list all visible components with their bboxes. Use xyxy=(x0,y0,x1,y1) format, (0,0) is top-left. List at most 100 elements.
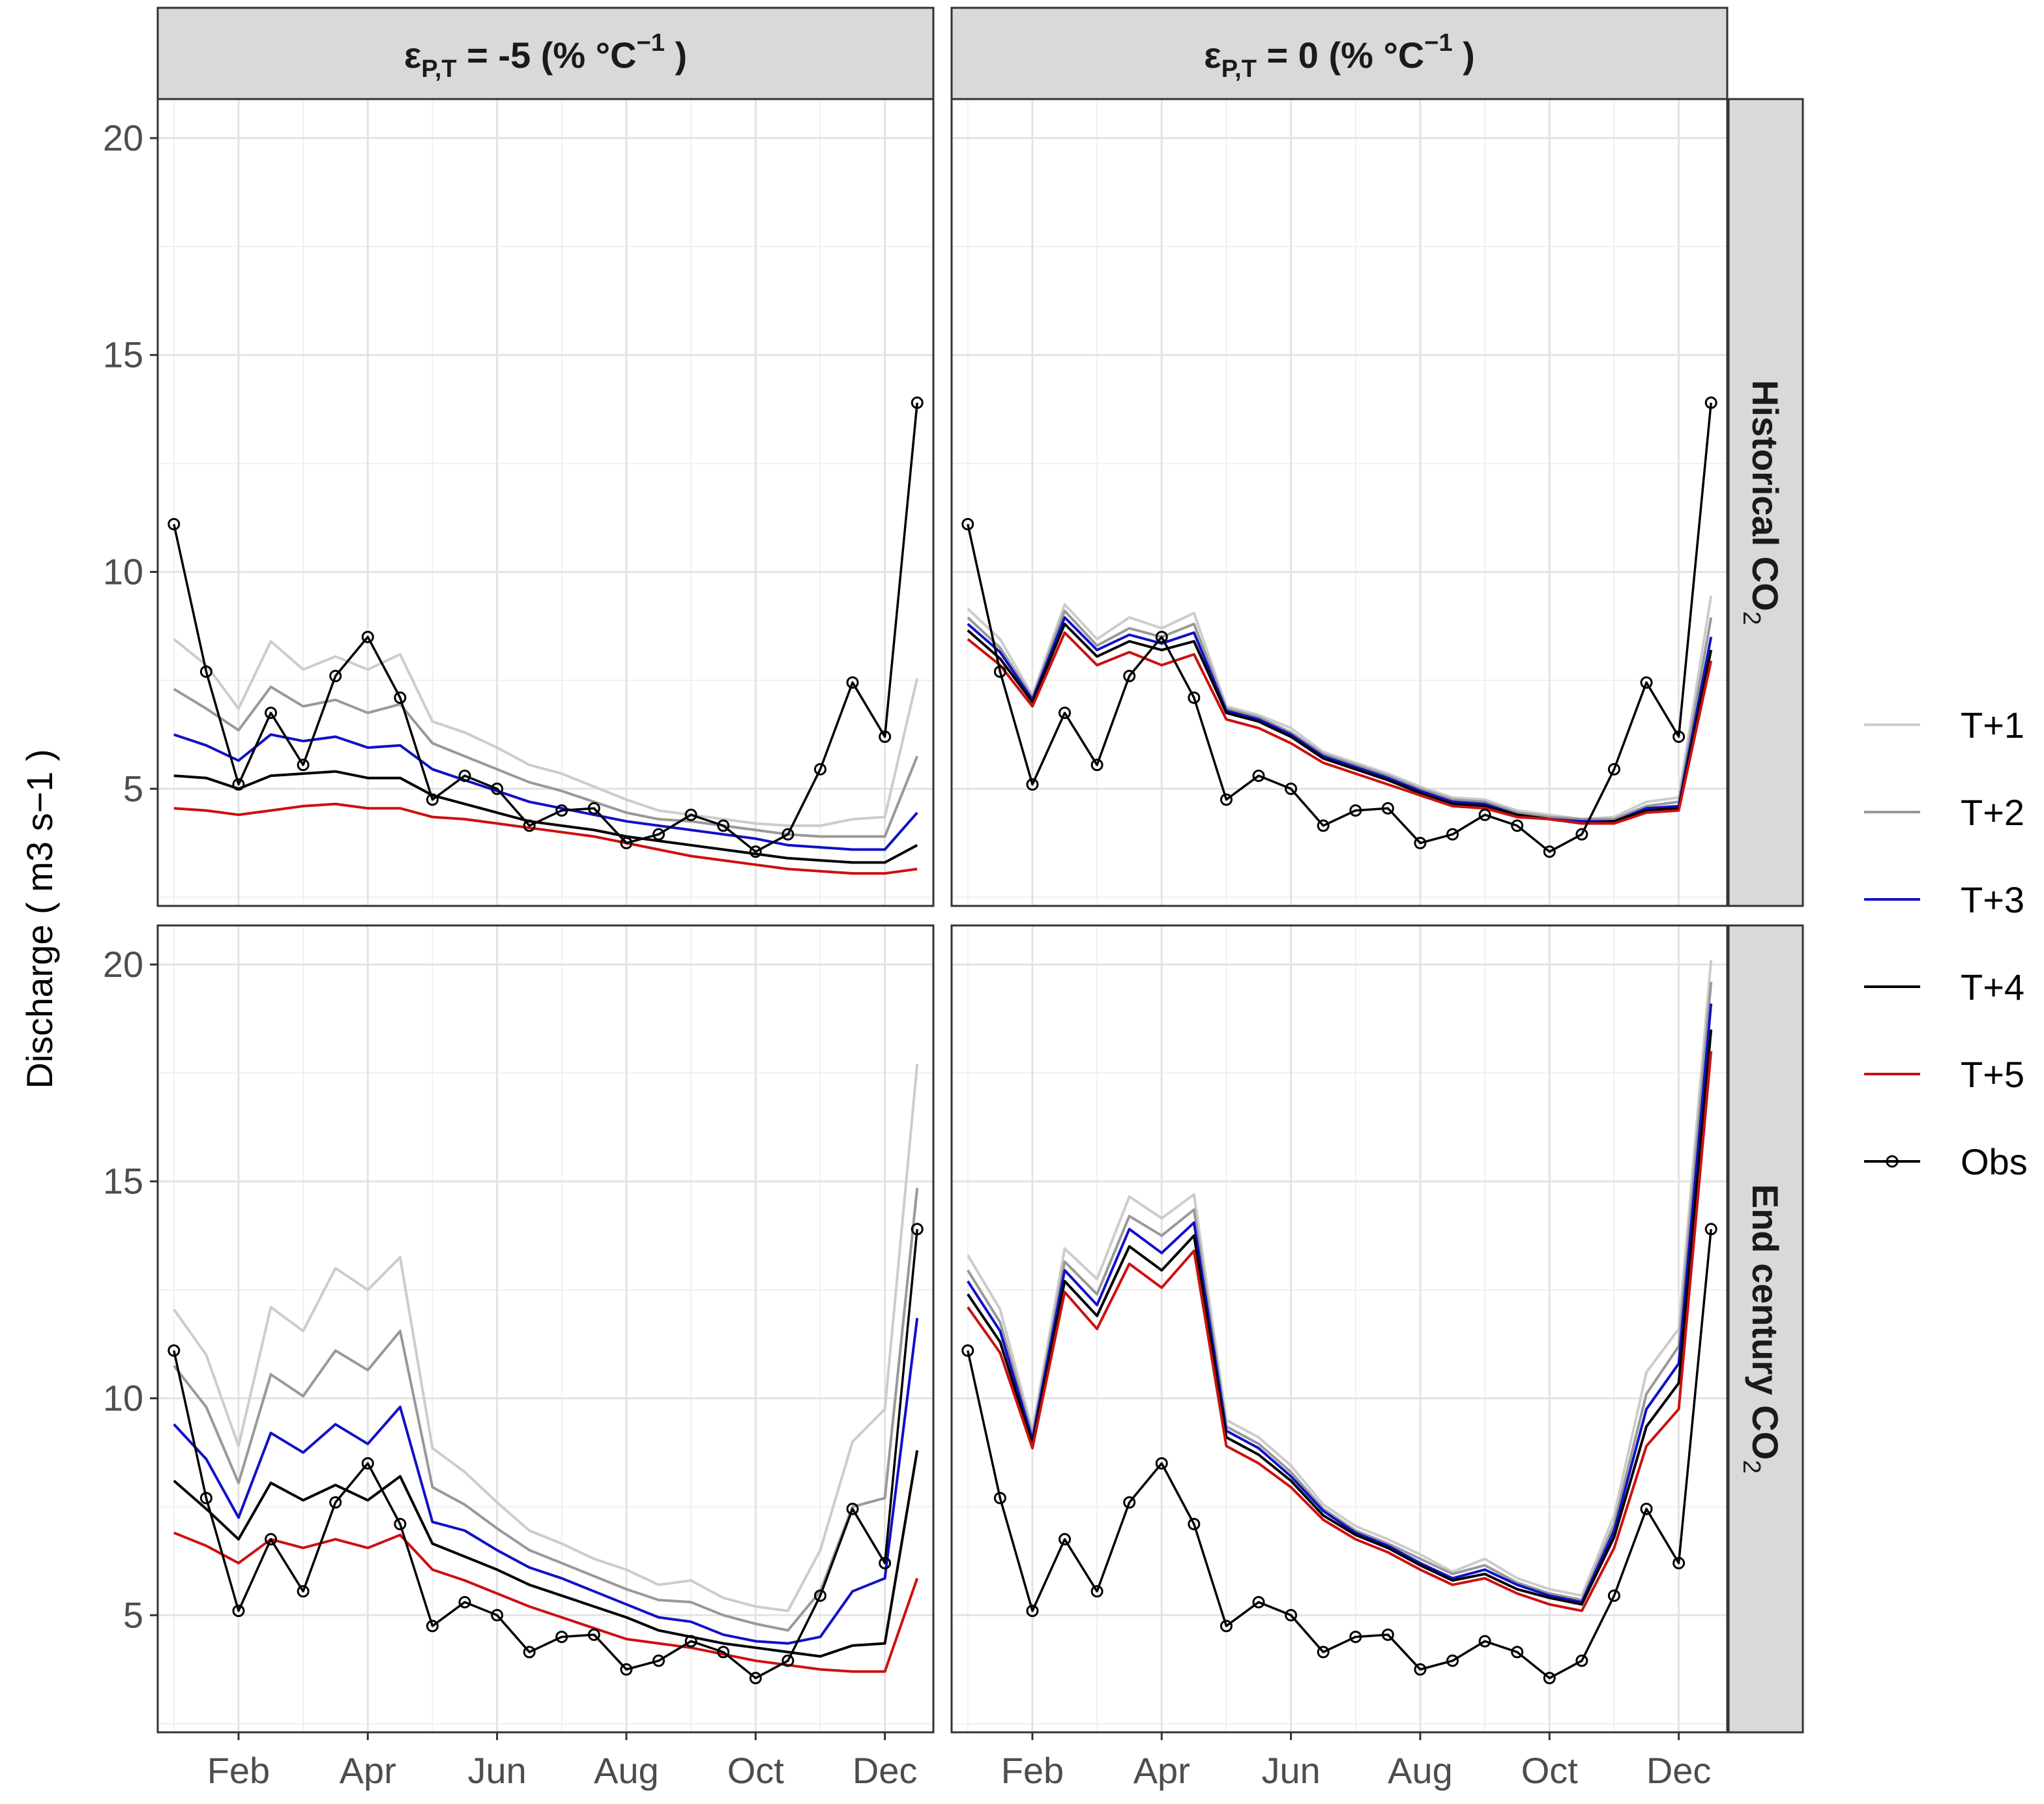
obs-point xyxy=(394,691,407,705)
x-tick-label: Apr xyxy=(1133,1750,1190,1791)
obs-point xyxy=(1704,396,1717,409)
legend: T+1 T+2 T+3 T+4 T+5 Obs xyxy=(1864,705,2028,1182)
obs-point xyxy=(361,1457,374,1470)
series-line-obs xyxy=(173,1229,918,1680)
obs-point xyxy=(1155,1457,1168,1470)
obs-point xyxy=(620,836,633,849)
panel-background xyxy=(952,99,1727,906)
x-tick-label: Aug xyxy=(594,1750,659,1791)
x-axis-col-1: Feb Apr Jun Aug Oct Dec xyxy=(207,1732,918,1791)
obs-point xyxy=(1219,1620,1233,1633)
obs-point xyxy=(993,1492,1006,1505)
obs-point xyxy=(394,1518,407,1531)
x-tick-label: Aug xyxy=(1388,1750,1453,1791)
obs-point xyxy=(879,1556,892,1569)
y-tick-label: 15 xyxy=(103,334,143,375)
obs-point xyxy=(587,1628,600,1641)
legend-label: Obs xyxy=(1961,1141,2028,1182)
strip-label: εP,T = -5 (% °C−1 ) xyxy=(404,29,687,83)
legend-label: T+5 xyxy=(1961,1054,2024,1095)
obs-point xyxy=(1640,1502,1653,1515)
obs-point xyxy=(329,1496,342,1509)
obs-point xyxy=(749,1672,762,1685)
obs-point xyxy=(1446,828,1459,841)
obs-point xyxy=(1219,793,1233,806)
x-tick-label: Oct xyxy=(1521,1750,1579,1791)
y-axis-title-unit: ( m3 s−1 ) xyxy=(19,749,60,914)
obs-point xyxy=(1090,1585,1103,1598)
series-line-tplus1 xyxy=(967,960,1713,1597)
y-tick-label: 5 xyxy=(123,1594,143,1635)
panel-2-2 xyxy=(950,924,1729,1734)
obs-point xyxy=(426,1620,439,1633)
obs-point xyxy=(491,1608,504,1622)
x-axis-col-2: Feb Apr Jun Aug Oct Dec xyxy=(1001,1732,1711,1791)
obs-point xyxy=(1672,1556,1686,1569)
obs-point xyxy=(265,1533,278,1546)
obs-point xyxy=(1123,669,1136,682)
x-tick-label: Jun xyxy=(1261,1750,1320,1791)
series-line-tplus2 xyxy=(967,609,1713,821)
obs-point xyxy=(1188,691,1201,705)
obs-point xyxy=(1672,730,1686,743)
legend-item-tplus5: T+5 xyxy=(1864,1054,2024,1095)
series-line-tplus3 xyxy=(173,1318,919,1645)
series-line-tplus5 xyxy=(173,802,918,875)
strip-background xyxy=(950,7,1729,100)
y-axis-title-main: Discharge xyxy=(19,925,60,1089)
obs-point xyxy=(652,1654,665,1667)
y-tick-label: 20 xyxy=(103,944,143,985)
obs-point xyxy=(1090,759,1103,772)
x-tick-label: Dec xyxy=(853,1750,918,1791)
obs-point xyxy=(1446,1654,1459,1667)
panel-1-2 xyxy=(950,98,1729,907)
obs-point xyxy=(1188,1518,1201,1531)
obs-point xyxy=(329,669,342,682)
obs-point xyxy=(1575,1654,1588,1667)
obs-point xyxy=(523,1646,536,1659)
x-tick-label: Jun xyxy=(467,1750,526,1791)
obs-point xyxy=(1058,706,1072,720)
panel-border xyxy=(156,924,935,1734)
legend-item-tplus1: T+1 xyxy=(1864,705,2024,746)
panel-background xyxy=(158,99,933,906)
obs-point xyxy=(1026,778,1039,791)
obs-point xyxy=(491,782,504,795)
obs-point xyxy=(993,665,1006,678)
y-tick-label: 10 xyxy=(103,1377,143,1418)
x-tick-label: Feb xyxy=(207,1750,270,1791)
panel-background xyxy=(158,925,933,1732)
legend-label: T+1 xyxy=(1961,705,2024,746)
obs-point xyxy=(1026,1605,1039,1618)
obs-point xyxy=(1704,1223,1717,1236)
series-line-tplus5 xyxy=(967,1051,1713,1612)
obs-point xyxy=(1123,1496,1136,1509)
obs-point xyxy=(781,1654,795,1667)
obs-point xyxy=(1317,1646,1330,1659)
x-tick-label: Feb xyxy=(1001,1750,1064,1791)
obs-point xyxy=(749,845,762,858)
obs-point xyxy=(232,778,245,791)
obs-point xyxy=(1252,1595,1265,1608)
obs-point xyxy=(555,1631,568,1644)
legend-item-tplus2: T+2 xyxy=(1864,792,2024,833)
legend-label: T+2 xyxy=(1961,792,2024,833)
panel-background xyxy=(952,925,1727,1732)
strip-background xyxy=(1727,924,1804,1734)
obs-point xyxy=(684,808,697,821)
obs-point xyxy=(1285,782,1298,795)
obs-point xyxy=(1575,828,1588,841)
legend-key-marker xyxy=(1886,1155,1899,1168)
series-line-tplus4 xyxy=(173,1450,919,1658)
x-tick-label: Oct xyxy=(727,1750,785,1791)
obs-point xyxy=(620,1663,633,1676)
strips-layer: εP,T = -5 (% °C−1 ) εP,T = 0 (% °C−1 ) His… xyxy=(156,7,1804,1734)
axes-layer: 5 10 15 20 5 10 15 20 Feb Apr Jun Aug Oct Dec Feb Apr Ju… xyxy=(103,117,1712,1791)
strip-label: Historical CO2 xyxy=(1738,380,1786,625)
obs-point xyxy=(1607,1589,1620,1602)
obs-point xyxy=(168,517,181,531)
legend-item-tplus3: T+3 xyxy=(1864,879,2024,920)
obs-point xyxy=(961,1344,974,1357)
obs-point xyxy=(911,1223,924,1236)
